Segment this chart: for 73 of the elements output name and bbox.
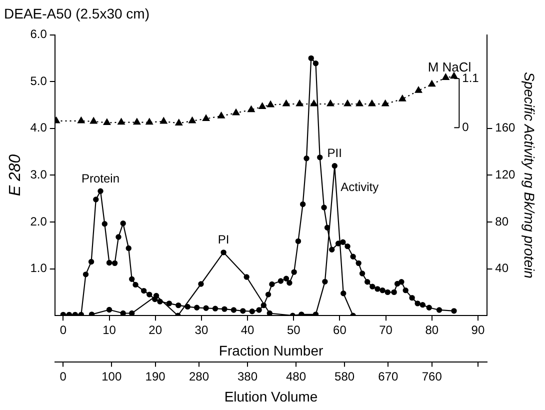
point	[258, 102, 266, 109]
x-tick-label: 70	[379, 323, 393, 338]
x-tick-label: 60	[333, 323, 347, 338]
x2-tick-label: 380	[237, 369, 258, 384]
chart-title: DEAE-A50 (2.5x30 cm)	[4, 5, 150, 22]
y-tick-label: 4.0	[30, 120, 48, 135]
point	[442, 74, 450, 80]
point	[414, 86, 422, 93]
x-tick-label: 0	[60, 323, 67, 338]
point	[368, 100, 376, 106]
point	[296, 100, 304, 106]
point	[175, 119, 182, 126]
point	[356, 100, 364, 106]
x2-axis-title: Elution Volume	[224, 388, 318, 404]
x2-tick-label: 0	[60, 369, 67, 384]
x-tick-label: 90	[471, 323, 485, 338]
point	[188, 116, 196, 124]
x-tick-label: 40	[240, 323, 255, 338]
x2-tick-label: 280	[188, 369, 210, 384]
x-axis-title: Fraction Number	[218, 342, 324, 358]
y2-tick-label: 160	[495, 120, 516, 135]
point	[106, 306, 112, 313]
point	[282, 100, 290, 106]
x-tick-label: 30	[194, 323, 208, 338]
y2-tick-label: 80	[495, 214, 509, 228]
point	[160, 117, 168, 124]
point	[310, 100, 318, 106]
y-tick-label: 1.0	[30, 261, 48, 276]
annotation: PII	[327, 146, 342, 160]
y-tick-label: 5.0	[30, 74, 48, 88]
point	[133, 118, 140, 125]
annotation: PI	[218, 232, 230, 247]
point	[428, 80, 436, 87]
x2-tick-label: 190	[145, 369, 166, 384]
point	[103, 118, 111, 126]
point	[90, 117, 98, 124]
x-tick-label: 20	[148, 323, 162, 338]
x-tick-label: 80	[425, 323, 439, 338]
y2-tick-label: 40	[495, 261, 509, 276]
point	[322, 278, 328, 285]
point	[326, 100, 334, 106]
point	[198, 281, 204, 287]
annotation: Protein	[81, 171, 120, 186]
x2-tick-label: 480	[286, 369, 306, 384]
point	[78, 116, 85, 124]
y3-tick-label: 0	[462, 120, 470, 134]
y-tick-label: 6.0	[30, 27, 48, 42]
x2-tick-label: 670	[378, 369, 399, 384]
point	[332, 162, 338, 169]
x2-tick-label: 580	[334, 369, 355, 384]
point	[202, 114, 210, 122]
y-tick-label: 3.0	[30, 168, 48, 182]
point	[382, 100, 389, 106]
point	[218, 112, 225, 118]
point	[398, 95, 406, 102]
x-tick-label: 10	[102, 323, 116, 338]
point	[232, 108, 240, 116]
point	[220, 250, 226, 256]
y-tick-label: 2.0	[30, 214, 48, 228]
series-label: Activity	[340, 180, 379, 194]
y-axis-title: E 280	[7, 154, 24, 196]
point	[340, 290, 346, 296]
x2-tick-label: 100	[102, 369, 122, 384]
point	[248, 106, 255, 112]
x2-tick-label: 760	[422, 369, 442, 384]
y2-axis-title: Specific Activity ng Bk/mg protein	[522, 72, 538, 279]
y2-tick-label: 120	[495, 168, 516, 182]
point	[266, 100, 274, 108]
point	[146, 118, 153, 125]
point	[118, 118, 125, 125]
point	[344, 100, 352, 106]
point	[244, 274, 250, 280]
x-tick-label: 50	[286, 323, 301, 338]
